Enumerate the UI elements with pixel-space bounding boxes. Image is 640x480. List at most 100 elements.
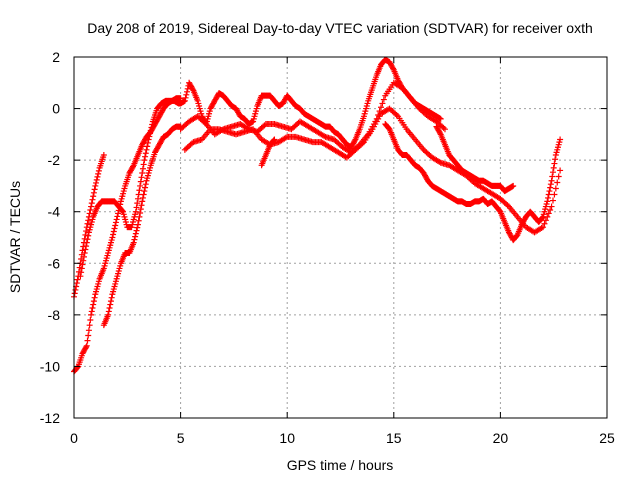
data-point (88, 200, 95, 207)
data-point (82, 231, 89, 238)
data-point (139, 170, 146, 177)
data-point (90, 298, 97, 305)
data-point (545, 194, 552, 201)
data-point (111, 225, 118, 232)
data-point (549, 169, 556, 176)
data-point (132, 230, 139, 237)
data-point (270, 137, 277, 144)
data-point (137, 178, 144, 185)
data-point (137, 210, 144, 217)
data-point (83, 239, 90, 246)
data-point (95, 170, 102, 177)
plot-border (73, 56, 608, 419)
data-point (144, 143, 151, 150)
data-point (74, 276, 81, 283)
data-point (140, 191, 147, 198)
data-point (83, 344, 90, 351)
data-point (84, 236, 91, 243)
data-point (140, 161, 147, 168)
data-point (135, 217, 142, 224)
data-point (82, 246, 89, 253)
data-point (555, 173, 562, 180)
data-point (437, 115, 444, 122)
data-point (549, 197, 556, 204)
data-point (85, 232, 92, 239)
data-point (183, 91, 190, 98)
data-point (379, 100, 386, 107)
data-point (80, 257, 87, 264)
y-tick-label: -10 (40, 358, 60, 374)
data-point (117, 201, 124, 208)
data-point (134, 200, 141, 207)
data-point (131, 236, 138, 243)
y-tick-label: -6 (48, 255, 61, 271)
data-point (378, 104, 385, 111)
data-point (139, 165, 146, 172)
data-point (107, 301, 114, 308)
data-point (551, 160, 558, 167)
data-point (547, 206, 554, 213)
data-point (105, 311, 112, 318)
series-track-5 (177, 56, 444, 151)
data-point (87, 206, 94, 213)
data-point (540, 224, 547, 231)
data-point (436, 130, 443, 137)
data-point (112, 222, 119, 229)
data-point (142, 153, 149, 160)
data-point (83, 342, 90, 349)
data-point (85, 332, 92, 339)
data-point (181, 97, 188, 104)
series-track-6 (177, 79, 448, 156)
data-point (557, 136, 564, 143)
data-point (72, 286, 79, 293)
data-point (88, 311, 95, 318)
data-point (93, 179, 100, 186)
data-point (132, 233, 139, 240)
x-tick-label: 0 (70, 430, 78, 446)
data-point (88, 203, 95, 210)
data-point (85, 217, 92, 224)
data-point (91, 294, 98, 301)
data-point (110, 228, 117, 235)
data-point (138, 202, 145, 209)
data-point (74, 364, 81, 371)
data-point (142, 181, 149, 188)
data-point (89, 196, 96, 203)
data-point (113, 216, 120, 223)
data-point (143, 146, 150, 153)
series-track-4 (100, 123, 184, 329)
data-point (136, 187, 143, 194)
series-track-7 (181, 105, 564, 236)
data-point (84, 337, 91, 344)
x-tick-label: 5 (177, 430, 185, 446)
data-point (134, 195, 141, 202)
data-point (81, 249, 88, 256)
data-point (271, 136, 278, 143)
grid-layer (74, 57, 607, 418)
series-track-2 (77, 97, 184, 280)
data-point (91, 186, 98, 193)
data-point (390, 65, 397, 72)
chart-title: Day 208 of 2019, Sidereal Day-to-day VTE… (87, 20, 593, 36)
data-point (88, 308, 95, 315)
data-point (133, 227, 140, 234)
data-point (85, 327, 92, 334)
data-point (89, 304, 96, 311)
data-point (139, 194, 146, 201)
data-point (544, 198, 551, 205)
data-point (552, 156, 559, 163)
data-point (141, 157, 148, 164)
data-point (142, 150, 149, 157)
data-point (90, 189, 97, 196)
data-point (77, 273, 84, 280)
y-axis-label: SDTVAR / TECUs (7, 181, 23, 293)
data-point (106, 304, 113, 311)
data-point (95, 167, 102, 174)
x-tick-label: 10 (279, 430, 295, 446)
data-layer (71, 56, 564, 375)
data-point (130, 239, 137, 246)
data-point (87, 317, 94, 324)
data-point (132, 208, 139, 215)
data-point (441, 126, 448, 133)
